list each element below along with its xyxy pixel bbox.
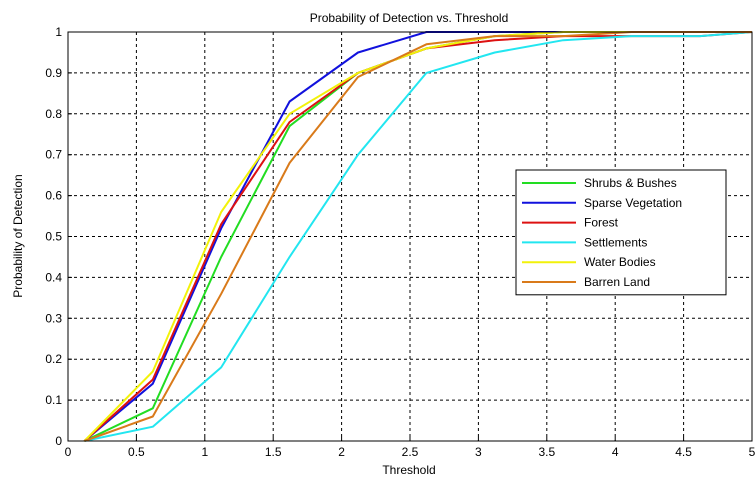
y-axis-ticks: 0 0.1 0.2 0.3 0.4 0.5 0.6 0.7 0.8 0.9 1 bbox=[45, 25, 72, 448]
x-tick-label: 2.5 bbox=[402, 445, 419, 459]
x-tick-label: 3.5 bbox=[538, 445, 555, 459]
legend-label-shrubs-bushes: Shrubs & Bushes bbox=[584, 176, 677, 190]
legend-label-water-bodies: Water Bodies bbox=[584, 255, 656, 269]
x-tick-label: 4.5 bbox=[675, 445, 692, 459]
series-line-settlements bbox=[84, 31, 753, 442]
y-tick-label: 0.2 bbox=[45, 352, 62, 366]
x-tick-label: 2 bbox=[338, 445, 345, 459]
legend-label-settlements: Settlements bbox=[584, 235, 647, 249]
y-tick-label: 0.7 bbox=[45, 148, 62, 162]
y-tick-label: 0.1 bbox=[45, 393, 62, 407]
x-tick-label: 1.5 bbox=[265, 445, 282, 459]
y-tick-label: 0 bbox=[55, 434, 62, 448]
legend: Shrubs & Bushes Sparse Vegetation Forest Se… bbox=[515, 169, 727, 296]
legend-label-barren-land: Barren Land bbox=[584, 275, 650, 289]
x-tick-label: 5 bbox=[749, 445, 756, 459]
x-axis-label: Threshold bbox=[382, 463, 435, 477]
y-tick-label: 0.4 bbox=[45, 270, 62, 284]
y-tick-label: 0.6 bbox=[45, 189, 62, 203]
x-tick-label: 3 bbox=[475, 445, 482, 459]
legend-box bbox=[515, 169, 727, 296]
x-axis-ticks: 0 0.5 1 1.5 2 2.5 3 3.5 4 4.5 5 bbox=[65, 437, 756, 459]
y-tick-label: 0.5 bbox=[45, 230, 62, 244]
y-tick-label: 0.9 bbox=[45, 66, 62, 80]
y-axis-label: Probability of Detection bbox=[11, 174, 25, 297]
x-tick-label: 0.5 bbox=[128, 445, 145, 459]
x-tick-label: 4 bbox=[612, 445, 619, 459]
chart-title: Probability of Detection vs. Threshold bbox=[310, 11, 509, 25]
legend-label-sparse-vegetation: Sparse Vegetation bbox=[584, 196, 682, 210]
legend-label-forest: Forest bbox=[584, 216, 619, 230]
x-tick-label: 1 bbox=[201, 445, 208, 459]
y-tick-label: 0.8 bbox=[45, 107, 62, 121]
y-tick-label: 0.3 bbox=[45, 311, 62, 325]
y-tick-label: 1 bbox=[55, 25, 62, 39]
x-tick-label: 0 bbox=[65, 445, 72, 459]
